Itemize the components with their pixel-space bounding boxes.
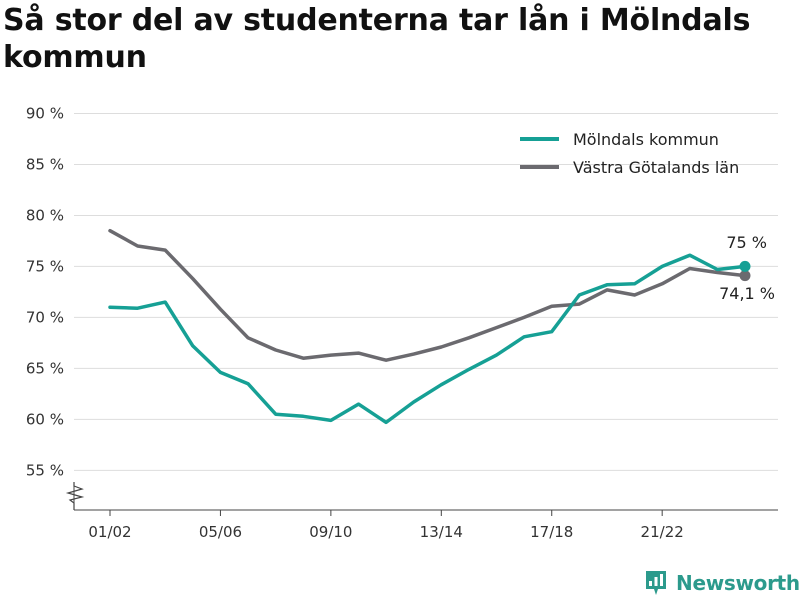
y-tick-label: 55 %: [26, 461, 64, 479]
y-tick-label: 60 %: [26, 410, 64, 428]
y-tick-label: 70 %: [26, 308, 64, 326]
x-tick-label: 21/22: [641, 523, 684, 541]
series-lines: [108, 228, 751, 425]
y-tick-label: 80 %: [26, 206, 64, 224]
legend-label-vastra-gotaland: Västra Götalands län: [573, 158, 739, 177]
y-tick-label: 90 %: [26, 105, 64, 123]
axes: [65, 482, 778, 511]
bar-chart-pin-icon: [646, 571, 666, 595]
line-vastra-gotaland: [108, 228, 747, 362]
y-tick-label: 75 %: [26, 257, 64, 275]
legend-label-molndal: Mölndals kommun: [573, 130, 719, 149]
line-molndal: [108, 253, 747, 425]
x-tick-labels: 01/02 05/06 09/10 13/14 17/18 21/22: [88, 510, 684, 541]
brand-name: Newsworthy: [676, 571, 800, 595]
grid-lines: [74, 113, 778, 471]
y-axis-break: [65, 482, 85, 510]
x-tick-label: 05/06: [199, 523, 242, 541]
y-tick-label: 65 %: [26, 359, 64, 377]
line-molndal-end-point: [739, 260, 751, 272]
end-label-vastra-gotaland: 74,1 %: [719, 284, 775, 303]
x-tick-label: 09/10: [309, 523, 352, 541]
legend: Mölndals kommun Västra Götalands län: [520, 130, 739, 177]
y-tick-labels: 55 % 60 % 65 % 70 % 75 % 80 % 85 % 90 %: [26, 105, 64, 480]
line-vastra-gotaland-end-point: [739, 270, 751, 282]
end-label-molndal: 75 %: [726, 233, 767, 252]
x-tick-label: 01/02: [88, 523, 131, 541]
newsworthy-logo[interactable]: Newsworthy: [644, 568, 800, 598]
chart-title: Så stor del av studenterna tar lån i Möl…: [3, 3, 751, 75]
x-tick-label: 13/14: [420, 523, 463, 541]
y-tick-label: 85 %: [26, 155, 64, 173]
end-labels: 75 % 74,1 %: [719, 233, 775, 303]
x-tick-label: 17/18: [530, 523, 573, 541]
